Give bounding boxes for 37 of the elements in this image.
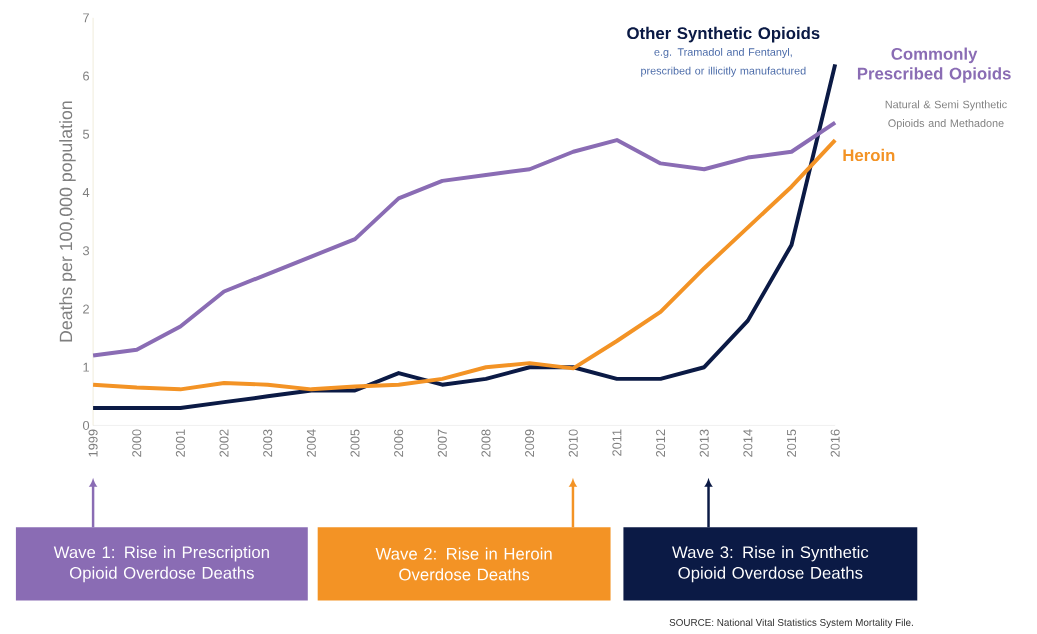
series-label: Other Synthetic Opioids [627,26,820,43]
x-tick-label: 2003 [263,429,273,457]
x-tick-label: 2004 [306,429,316,457]
y-tick-label: 3 [82,246,90,256]
text: Wave 3: Rise in Synthetic Opioid Overdose Deaths [672,545,869,583]
x-tick-label: 2013 [699,429,709,457]
text: Natural & Semi Synthetic Opioids and Methadone [885,100,1007,130]
x-tick-label: 2012 [656,429,666,457]
x-tick-label: 2015 [786,429,797,457]
y-tick-label: 4 [82,188,90,197]
x-tick-label: 2010 [568,429,578,457]
line-series [91,120,838,358]
x-tick-label: 2009 [525,429,535,457]
source-note: SOURCE: National Vital Statistics System Mortality File. [669,618,913,628]
x-tick-label: 2000 [132,429,142,457]
y-tick-label: 7 [83,13,89,23]
x-tick-label: 2011 [612,429,622,456]
x-tick-label: 2001 [175,429,185,457]
series-label: Heroin [843,148,895,161]
x-tick-label: 2005 [350,429,360,457]
y-tick-label: 6 [83,71,90,81]
text: Commonly Prescribed Opioids [857,47,1011,83]
x-tick-label: 2016 [830,429,840,457]
annotation: e.g. Tramadol and Fentanyl, prescribed or illicitly manufactured [641,47,806,77]
y-tick-label: 1 [83,362,89,372]
x-tick-label: 2008 [481,429,491,457]
x-tick-label: 2002 [219,429,229,457]
y-tick-label: 5 [82,129,90,139]
x-tick-label: 2014 [743,429,753,457]
x-tick-label: 2006 [394,429,404,457]
text: Wave 2: Rise in Heroin Overdose Deaths [375,547,552,581]
y-tick-label: 0 [82,420,90,430]
x-tick-label: 1999 [88,429,98,457]
x-tick-label: 2007 [437,429,447,457]
text: Wave 1: Rise in Prescription Opioid Overdose Deaths [53,545,269,583]
y-tick-label: 2 [83,304,89,314]
y-axis-title: Deaths per 100,000 population [59,101,76,342]
